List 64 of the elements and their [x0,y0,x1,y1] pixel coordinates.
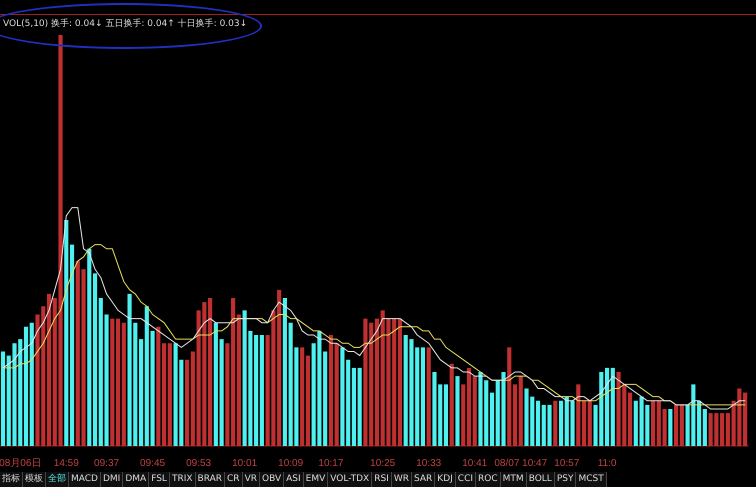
text: RSI [372,472,392,487]
chart-title: VOL(5,10) 换手: 0.04↓ 五日换手: 0.04↑ 十日换手: 0.03↓ [3,17,248,30]
bar [674,404,678,446]
x-tick-label: 10:33 [416,458,442,469]
text: MCST [576,472,607,487]
text: TRIX [170,472,196,487]
bar [651,400,656,446]
text: BOLL [526,472,555,487]
text: CCI [456,472,476,487]
x-tick-label: 10:09 [278,458,304,469]
x-tick-label: 10:25 [370,458,396,469]
x-tick-label: 14:59 [54,458,80,469]
text: VR [242,472,260,487]
text: 指标 [0,472,23,487]
bar [455,376,460,446]
text: CR [225,472,243,487]
x-tick-label: 10:41 [462,458,488,469]
text: VOL-TDX [328,472,372,487]
bar [686,404,690,446]
text: ASI [284,472,304,487]
bar [645,404,650,446]
text: MACD [69,472,101,487]
x-tick-label: 11:0 [598,458,617,469]
x-tick-label: 09:45 [140,458,166,469]
text: 全部 [46,472,69,487]
bar [306,356,310,446]
text: PSY [554,472,576,487]
bar [242,310,247,446]
text: EMV [304,472,328,487]
text: KDJ [435,472,456,487]
text: ROC [476,472,501,487]
x-tick-label: 10:17 [318,458,344,469]
text: MTM [500,472,527,487]
x-tick-label: 10:57 [554,458,580,469]
bar [236,314,241,446]
bar [266,335,270,446]
x-tick-label: 09:53 [186,458,212,469]
text: DMI [100,472,124,487]
bar [702,409,707,446]
bar [260,335,264,446]
x-tick-label: 08月06日 [0,458,42,469]
text: OBV [260,472,284,487]
bar [668,409,672,446]
text: FSL [149,472,170,487]
text: 模板 [23,472,46,487]
bar [426,347,431,446]
bar [185,360,190,446]
x-tick-label: 09:37 [94,458,120,469]
bar [450,364,454,446]
bar [553,400,558,446]
bar [168,343,172,446]
text: BRAR [196,472,226,487]
bar [294,347,298,446]
bar [708,413,713,446]
text: SAR [412,472,436,487]
bar [174,343,178,446]
x-tick-label: 08/07 10:47 [494,458,548,469]
text: WR [392,472,412,487]
bar [680,404,684,446]
bar [312,343,316,446]
x-tick-label: 10:01 [232,458,258,469]
bar [179,360,184,446]
text: DMA [123,472,150,487]
bar [300,347,304,446]
